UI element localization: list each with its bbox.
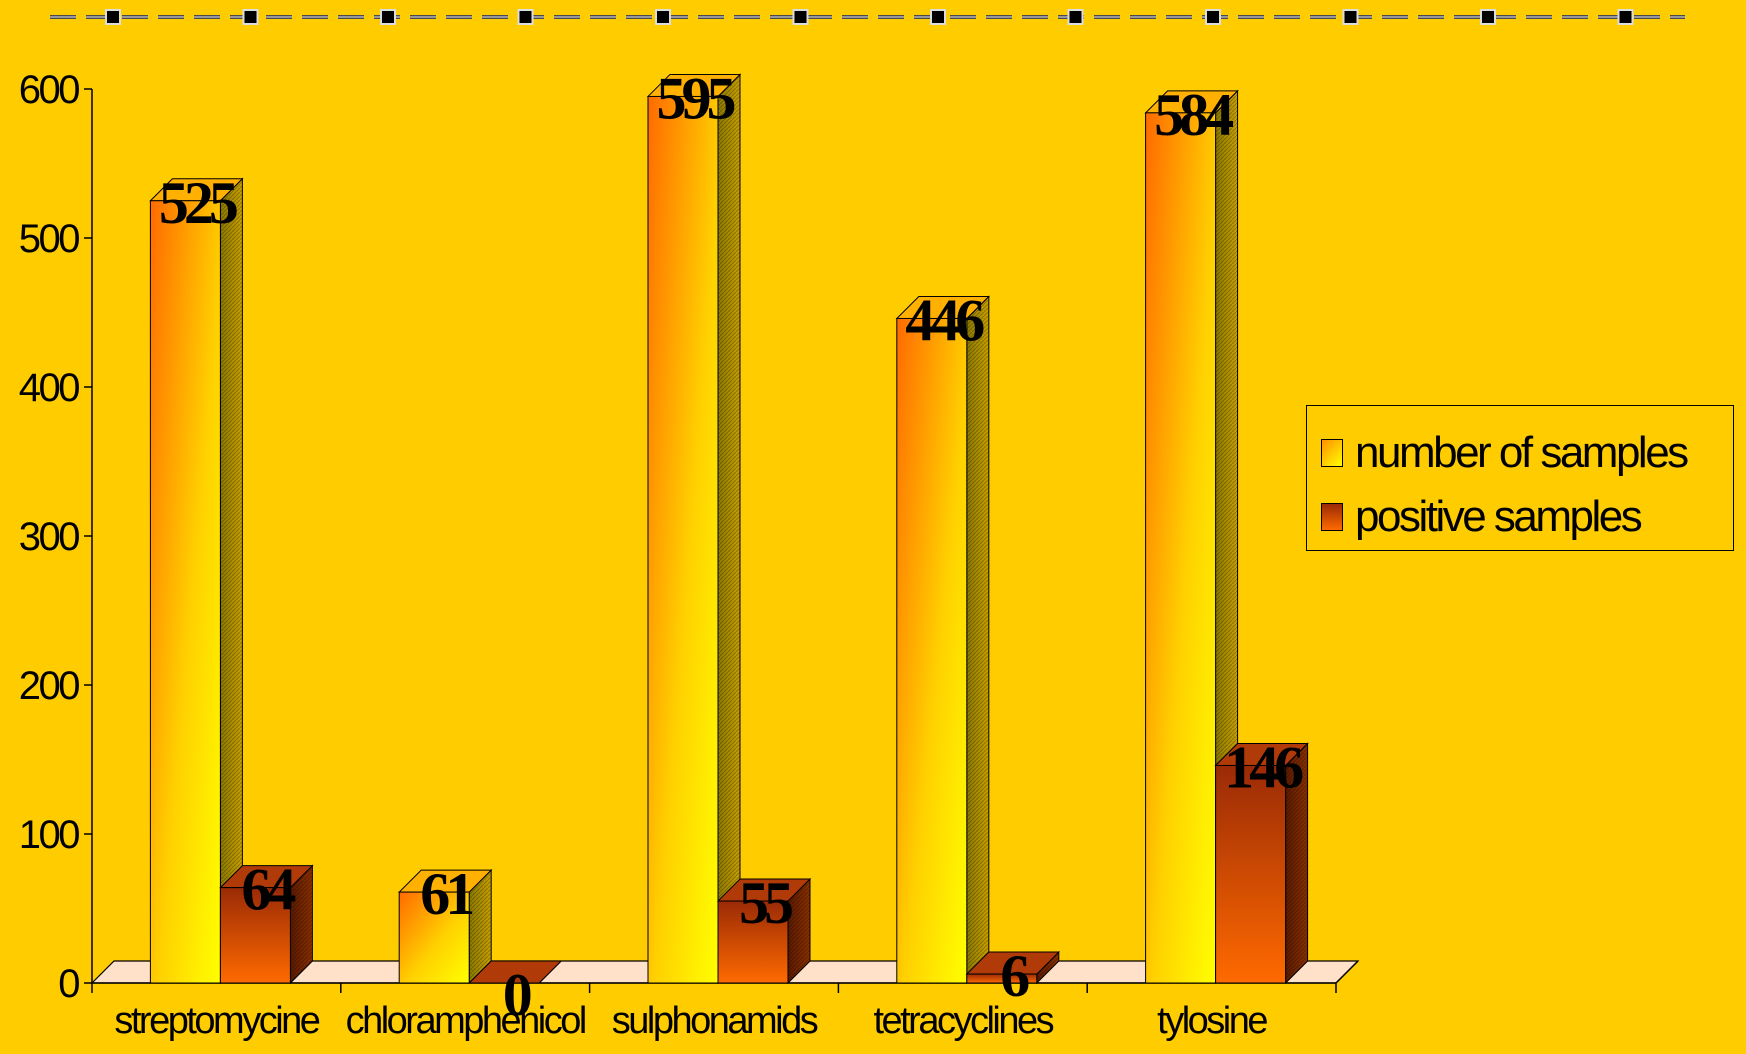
bar-side-hatch	[788, 879, 810, 983]
decor-marker	[1480, 9, 1496, 25]
legend-item-series-1: number of samples	[1321, 428, 1689, 478]
bar-front-face	[398, 891, 470, 984]
decor-marker	[242, 9, 259, 25]
bar-number-of-samples-chloramphenicol	[397, 868, 493, 985]
bar-positive-samples-tetracyclines	[965, 950, 1061, 985]
bar-front-face	[647, 95, 719, 984]
bar-side-hatch	[1036, 952, 1059, 983]
bar-positive-samples-chloramphenicol	[467, 960, 563, 984]
x-category-label: tylosine	[1157, 1000, 1267, 1042]
legend-swatch-series-2	[1321, 503, 1343, 531]
bar-front-face	[896, 317, 968, 984]
decor-marker	[655, 9, 671, 25]
decorative-dashed-line	[50, 9, 1685, 25]
x-category-label: chloramphenicol	[346, 1000, 585, 1042]
bar-data-label: 525	[159, 170, 237, 236]
bar-front-face	[717, 900, 789, 984]
bar-front-face	[966, 973, 1038, 984]
y-tick-label: 300	[19, 515, 79, 559]
decor-marker	[517, 9, 534, 25]
bar-side-hatch	[966, 296, 989, 984]
y-tick-label: 200	[19, 664, 79, 708]
bar-data-label: 595	[657, 65, 735, 131]
bar-side-hatch	[469, 870, 492, 983]
bar-number-of-samples-tetracyclines	[895, 295, 991, 985]
bar-data-label: 61	[420, 861, 472, 927]
decor-marker	[930, 9, 946, 25]
bar-side-hatch	[220, 178, 243, 983]
y-tick-label: 400	[19, 366, 79, 410]
bar-data-label: 55	[739, 870, 792, 936]
bar-data-label: 446	[905, 287, 984, 353]
bar-side-hatch	[1285, 743, 1308, 983]
legend-label-series-2: positive samples	[1355, 492, 1643, 541]
chart-bars	[149, 73, 1309, 985]
bar-side-hatch	[290, 865, 313, 983]
y-tick-label: 0	[58, 962, 79, 1006]
chart-axes: 0 100 200 300 400 500 600	[19, 68, 1359, 1006]
bar-top-face	[467, 960, 563, 984]
x-category-label: tetracyclines	[873, 1000, 1053, 1042]
x-axis-depth-line	[1335, 960, 1359, 984]
decor-marker	[1067, 9, 1084, 25]
bar-number-of-samples-streptomycine	[149, 177, 244, 985]
bar-data-label: 584	[1154, 82, 1233, 148]
decor-marker	[1342, 9, 1359, 25]
bar-positive-samples-tylosine	[1214, 742, 1309, 985]
legend-item-series-2: positive samples	[1321, 492, 1643, 542]
bar-front-face	[1215, 764, 1287, 984]
chart-labels: 52564streptomycine610chloramphenicol5955…	[114, 65, 1308, 1042]
legend-swatch-series-1	[1321, 439, 1343, 467]
y-tick-label: 600	[19, 68, 79, 112]
bar-data-label: 146	[1224, 734, 1303, 800]
bar-positive-samples-sulphonamids	[716, 877, 812, 985]
decor-marker	[792, 9, 809, 25]
decor-marker	[1205, 9, 1221, 25]
legend-label-series-1: number of samples	[1355, 428, 1689, 477]
bar-positive-samples-streptomycine	[219, 864, 314, 985]
bar-front-face	[149, 200, 221, 984]
y-tick-label: 100	[19, 813, 79, 857]
chart-legend: number of samples positive samples	[1306, 405, 1734, 551]
decor-marker	[105, 9, 121, 25]
bar-data-label: 64	[241, 857, 295, 923]
x-category-label: sulphonamids	[612, 1000, 818, 1042]
bar-side-hatch	[718, 74, 740, 983]
decor-marker	[380, 9, 396, 25]
x-category-label: streptomycine	[114, 1000, 319, 1042]
bar-number-of-samples-sulphonamids	[646, 73, 742, 985]
bar-front-face	[219, 887, 291, 984]
decor-marker	[1617, 9, 1634, 25]
y-tick-label: 500	[19, 217, 79, 261]
bar-front-face	[1145, 112, 1217, 984]
